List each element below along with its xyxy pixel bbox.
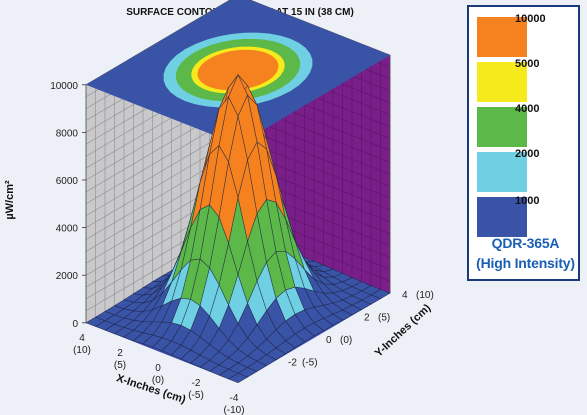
legend-note: (High Intensity) (476, 255, 575, 271)
box-edge (85, 0, 391, 323)
z-tick-label: 0 (72, 319, 78, 330)
x-tick-label: 0 (155, 363, 161, 374)
legend-swatch-1000 (477, 197, 527, 237)
legend-label-5000: 5000 (515, 58, 540, 70)
z-tick-label: 6000 (56, 176, 79, 187)
legend-label-2000: 2000 (515, 148, 540, 160)
top-contour-map (86, 0, 390, 145)
x-tick-label: -2 (192, 378, 201, 389)
z-tick-label: 10000 (50, 81, 78, 92)
legend-panel: 10000 5000 4000 2000 1000 QDR-365A (High… (467, 5, 580, 281)
x-tick-label: 2 (117, 348, 123, 359)
y-tick-label-cm: (10) (416, 290, 434, 301)
x-tick-label-cm: (10) (73, 345, 91, 356)
legend-swatch-5000 (477, 62, 527, 102)
z-tick-label: 2000 (56, 271, 79, 282)
surface-mesh (85, 74, 391, 384)
y-tick-label: 2 (364, 313, 370, 324)
legend-label-10000: 10000 (515, 13, 546, 25)
x-tick-label: 4 (79, 333, 85, 344)
legend-swatch-10000 (477, 17, 527, 57)
z-tick-label: 8000 (56, 128, 79, 139)
x-tick-label-cm: (0) (152, 375, 164, 386)
y-tick-label-cm: (-5) (302, 357, 318, 368)
y-tick-label: -2 (288, 357, 297, 368)
y-tick-label-cm: (5) (378, 313, 390, 324)
legend-model: QDR-365A (491, 235, 560, 251)
z-axis-title: µW/cm² (4, 180, 16, 220)
y-tick-label-cm: (0) (340, 335, 352, 346)
legend-label-4000: 4000 (515, 103, 540, 115)
z-tick-label: 4000 (56, 224, 79, 235)
x-tick-label-cm: (-10) (223, 405, 244, 415)
y-tick-label: 4 (402, 290, 408, 301)
surface-cell (85, 316, 106, 327)
y-axis-title: Y-Inches (cm) (373, 302, 434, 360)
top-contour-ring (197, 49, 279, 91)
x-tick-label-cm: (5) (114, 360, 126, 371)
legend-swatch-2000 (477, 152, 527, 192)
x-tick-label: -4 (230, 393, 239, 404)
legend-swatch-4000 (477, 107, 527, 147)
x-tick-label-cm: (-5) (188, 390, 204, 401)
y-tick-label: 0 (326, 335, 332, 346)
legend-label-1000: 1000 (515, 195, 540, 207)
